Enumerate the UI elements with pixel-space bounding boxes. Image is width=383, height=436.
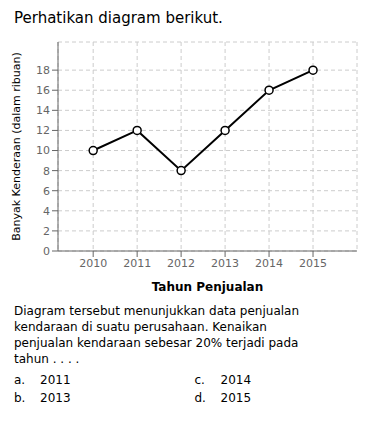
html-text:2014: 2014	[220, 373, 251, 387]
svg-text:14: 14	[36, 104, 50, 117]
html-text:a.: a.	[14, 373, 26, 387]
html-text:Diagram tersebut menunjukkan d: Diagram tersebut menunjukkan data penjua…	[14, 304, 300, 318]
html-text:2015: 2015	[220, 391, 251, 405]
svg-text:2013: 2013	[211, 257, 239, 270]
svg-text:2: 2	[43, 225, 50, 238]
html-text:d.: d.	[194, 391, 206, 405]
html-text:b.: b.	[14, 391, 26, 405]
svg-text:4: 4	[43, 205, 50, 218]
html-text:tahun . . . .: tahun . . . .	[14, 352, 80, 366]
svg-text:6: 6	[43, 185, 50, 198]
html-text:c.: c.	[194, 373, 205, 387]
svg-text:16: 16	[36, 84, 50, 97]
svg-text:10: 10	[36, 144, 50, 157]
html-text:2013: 2013	[40, 391, 71, 405]
svg-text:2012: 2012	[167, 257, 195, 270]
svg-text:8: 8	[43, 165, 50, 178]
html-text:kendaraan di suatu perusahaan.: kendaraan di suatu perusahaan. Kenaikan	[14, 320, 267, 334]
svg-text:0: 0	[43, 245, 50, 258]
html-text:penjualan kendaraan sebesar 20: penjualan kendaraan sebesar 20% terjadi …	[14, 336, 299, 350]
svg-text:2010: 2010	[79, 257, 107, 270]
html-text:2011: 2011	[40, 373, 71, 387]
svg-text:Banyak Kenderaan (dalam ribuan: Banyak Kenderaan (dalam ribuan)	[10, 52, 23, 241]
svg-text:Tahun Penjualan: Tahun Penjualan	[152, 280, 264, 294]
svg-text:12: 12	[36, 124, 50, 137]
svg-text:18: 18	[36, 64, 50, 77]
html-text:Perhatikan diagram berikut.: Perhatikan diagram berikut.	[14, 9, 223, 27]
svg-text:2011: 2011	[123, 257, 151, 270]
svg-text:2015: 2015	[299, 257, 327, 270]
svg-text:2014: 2014	[255, 257, 283, 270]
